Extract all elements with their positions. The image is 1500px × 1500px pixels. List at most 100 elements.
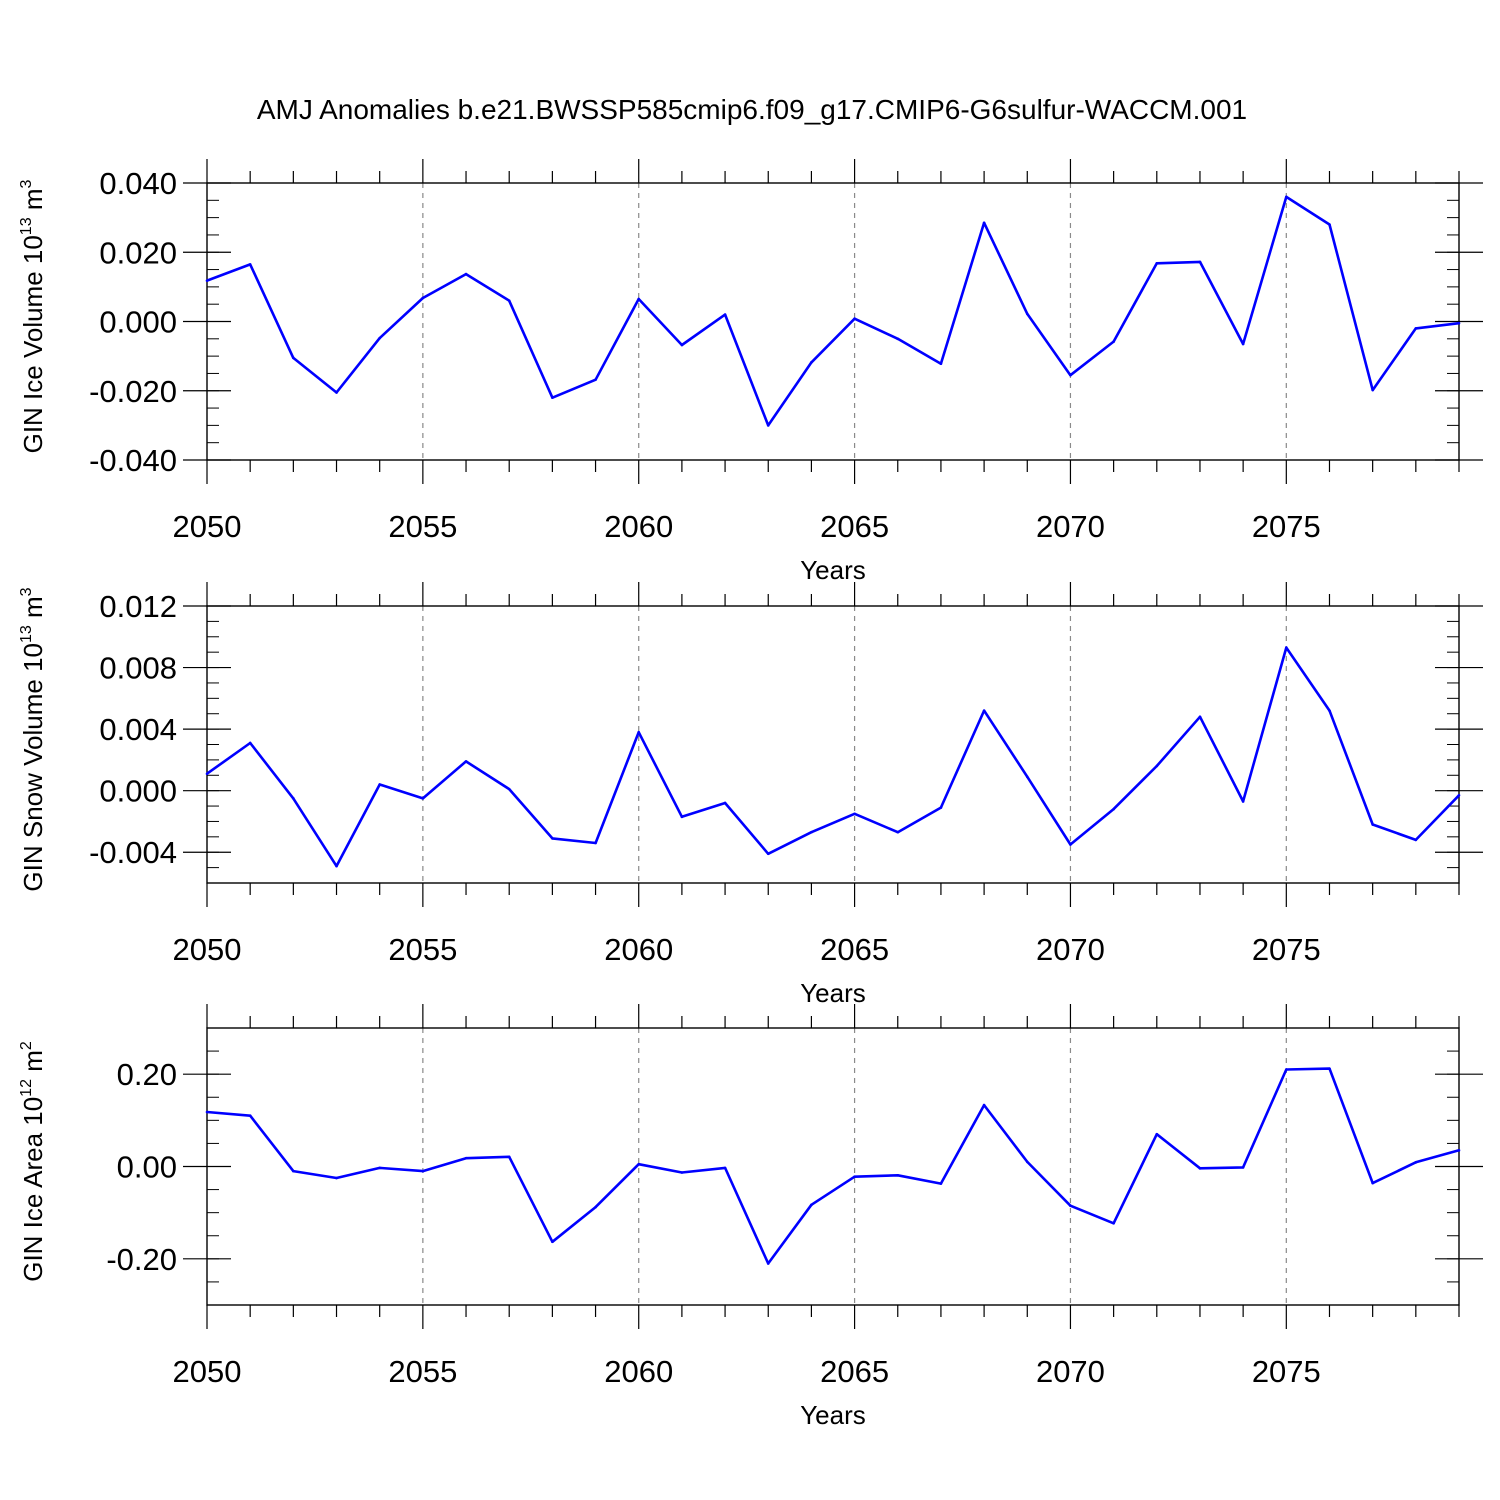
x-tick-label: 2065: [820, 932, 889, 967]
x-tick-label: 2065: [820, 1354, 889, 1389]
y-axis-label-part: m: [18, 596, 48, 625]
data-point: [1112, 1221, 1115, 1225]
data-point: [594, 378, 597, 381]
data-point: [939, 806, 943, 809]
data-point: [1241, 342, 1245, 346]
data-point: [551, 837, 554, 840]
data-point: [680, 1171, 684, 1174]
y-axis-label-superscript: 3: [18, 587, 35, 596]
data-point: [1069, 1204, 1072, 1208]
series-line: [206, 646, 1460, 868]
data-point: [335, 1176, 338, 1180]
data-point: [205, 1110, 209, 1114]
data-point: [421, 1169, 425, 1173]
data-point: [680, 815, 684, 819]
chart-panel-2: 0.012 0.008 0.004 0.000 -0.004 2050 2055 2060 20…: [18, 582, 1483, 1008]
plot-frame: [206, 605, 1460, 884]
data-point: [1457, 321, 1461, 325]
data-point: [723, 801, 727, 805]
data-point: [1328, 709, 1331, 712]
y-axis-label: GIN Snow Volume 1013 m3: [18, 587, 48, 891]
series-line: [206, 1067, 1460, 1265]
x-tick-label: 2065: [820, 509, 889, 544]
data-point: [766, 424, 770, 427]
data-point: [1414, 327, 1418, 330]
data-point: [1025, 1160, 1029, 1164]
data-point: [248, 1114, 252, 1118]
data-point: [1069, 843, 1072, 846]
y-axis-label-superscript: 3: [18, 179, 35, 188]
y-tick-label: 0.00: [117, 1150, 177, 1185]
y-axis-label-part: GIN Ice Area 10: [18, 1097, 48, 1282]
y-tick-label: -0.20: [106, 1242, 177, 1277]
data-point: [896, 1173, 900, 1177]
data-point: [594, 841, 597, 845]
data-point: [248, 741, 252, 745]
data-point: [248, 263, 252, 266]
y-axis-label: GIN Ice Volume 1013 m3: [18, 179, 48, 453]
x-tick-label: 2050: [173, 509, 242, 544]
data-point: [982, 709, 986, 712]
y-tick-label: -0.040: [89, 443, 177, 478]
y-tick-label: -0.020: [89, 374, 177, 409]
x-tick-label: 2055: [388, 932, 457, 967]
data-point: [421, 296, 425, 300]
data-point: [1371, 823, 1374, 826]
data-point: [723, 1166, 727, 1170]
data-point: [1112, 807, 1115, 811]
y-tick-label: -0.004: [89, 835, 177, 870]
y-axis-label-part: GIN Ice Volume 10: [18, 235, 48, 453]
y-tick-label: 0.012: [99, 589, 177, 624]
y-axis-label-superscript: 13: [18, 217, 35, 235]
data-point: [378, 1166, 381, 1170]
y-axis-label-part: GIN Snow Volume 10: [18, 643, 48, 892]
data-point: [551, 396, 554, 399]
chart-panel-3: 0.20 0.00 -0.20 2050 2055 2060 2065 2070 2075 Yea…: [18, 1004, 1483, 1430]
data-point: [1155, 262, 1159, 265]
data-point: [1155, 764, 1159, 768]
data-point: [1198, 260, 1202, 264]
data-point: [853, 1175, 856, 1178]
data-point: [205, 279, 209, 282]
data-point: [1198, 1167, 1202, 1170]
data-point: [378, 336, 381, 340]
y-tick-label: 0.040: [99, 166, 177, 201]
x-tick-label: 2070: [1036, 932, 1105, 967]
x-axis-label: Years: [800, 1400, 866, 1430]
plot-frame: [206, 182, 1460, 461]
data-point: [939, 1182, 943, 1185]
data-point: [1241, 1166, 1245, 1169]
x-axis-label: Years: [800, 978, 866, 1008]
data-point: [939, 362, 943, 366]
y-tick-label: 0.000: [99, 305, 177, 340]
data-point: [292, 797, 295, 800]
data-point: [378, 783, 381, 786]
x-tick-label: 2060: [604, 1354, 673, 1389]
data-point: [551, 1240, 554, 1244]
data-point: [1328, 223, 1331, 226]
data-point: [1198, 715, 1202, 719]
data-point: [637, 1162, 641, 1166]
data-point: [464, 272, 468, 276]
data-point: [1414, 1161, 1418, 1164]
data-point: [205, 772, 209, 776]
data-point: [896, 337, 900, 341]
x-tick-label: 2060: [604, 932, 673, 967]
x-tick-label: 2075: [1252, 509, 1321, 544]
y-axis-label-superscript: 13: [18, 625, 35, 643]
y-axis-label: GIN Ice Area 1012 m2: [18, 1041, 48, 1282]
data-point: [1414, 838, 1418, 842]
data-point: [766, 1262, 770, 1265]
data-point: [464, 760, 468, 763]
y-tick-label: 0.004: [99, 712, 177, 747]
x-tick-label: 2050: [173, 932, 242, 967]
data-point: [292, 1169, 295, 1173]
x-tick-label: 2055: [388, 509, 457, 544]
data-point: [292, 356, 295, 360]
data-point: [421, 797, 425, 800]
x-axis-label: Years: [800, 555, 866, 585]
data-point: [1328, 1067, 1331, 1070]
data-point: [1025, 775, 1029, 779]
y-axis-label-superscript: 12: [18, 1079, 35, 1097]
